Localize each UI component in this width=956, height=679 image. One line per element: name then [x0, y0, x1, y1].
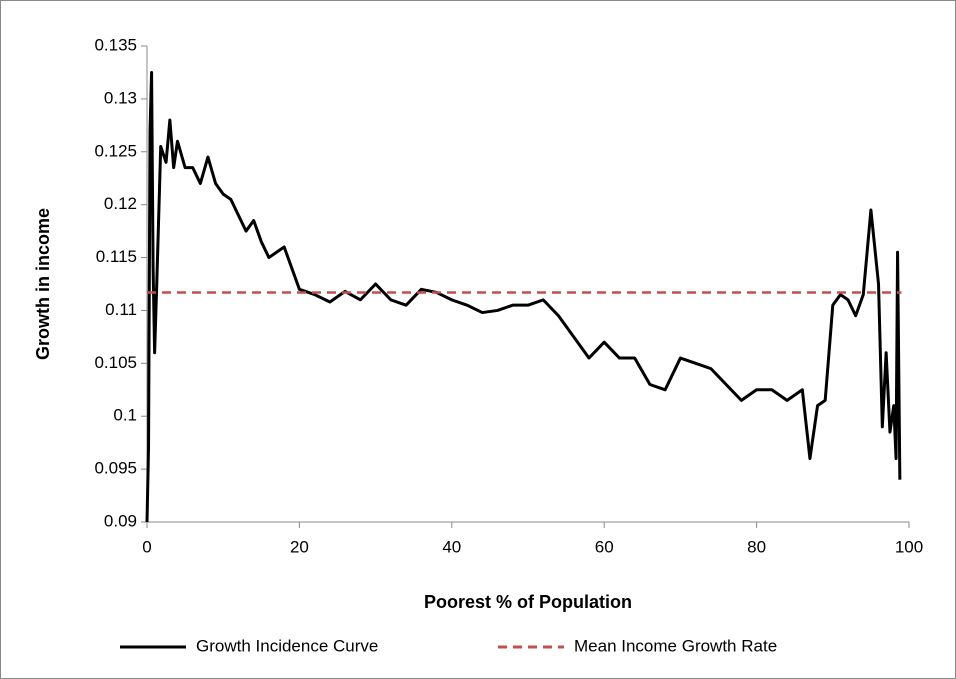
x-tick-label: 60: [595, 537, 614, 556]
y-tick-label: 0.105: [94, 353, 137, 372]
y-axis-title: Growth in income: [33, 208, 53, 360]
x-tick-label: 0: [142, 537, 151, 556]
y-tick-label: 0.095: [94, 459, 137, 478]
legend-label: Growth Incidence Curve: [196, 636, 378, 655]
y-tick-label: 0.09: [104, 511, 137, 530]
x-tick-label: 80: [747, 537, 766, 556]
x-axis-title: Poorest % of Population: [424, 592, 632, 612]
y-tick-label: 0.125: [94, 141, 137, 160]
y-tick-label: 0.1: [113, 406, 137, 425]
y-tick-label: 0.11: [105, 300, 137, 319]
x-tick-label: 100: [895, 537, 923, 556]
series-line: [145, 70, 902, 523]
y-tick-label: 0.13: [104, 88, 137, 107]
x-tick-label: 40: [442, 537, 461, 556]
y-tick-label: 0.135: [94, 35, 137, 54]
x-tick-label: 20: [290, 537, 309, 556]
legend-label: Mean Income Growth Rate: [574, 636, 777, 655]
y-tick-label: 0.115: [96, 247, 137, 266]
y-tick-label: 0.12: [104, 194, 137, 213]
